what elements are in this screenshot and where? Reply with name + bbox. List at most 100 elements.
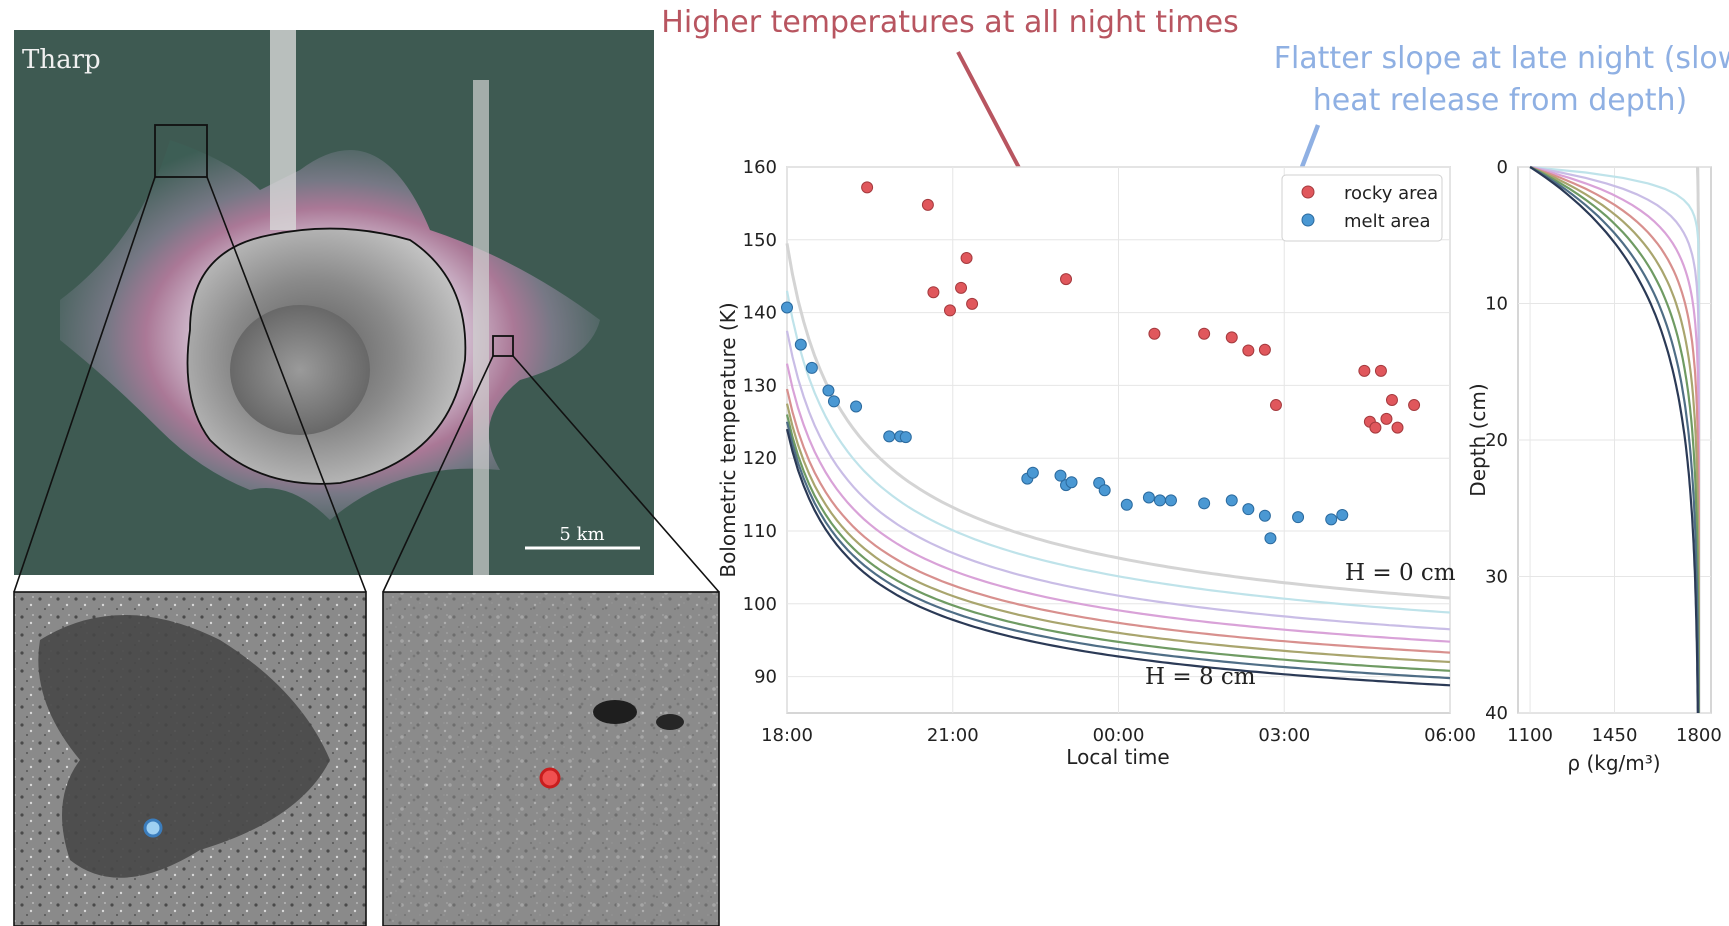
y-tick-label: 150 — [743, 230, 777, 251]
melt-pond — [38, 615, 330, 878]
melt-point — [1242, 503, 1255, 516]
crater-floor — [230, 305, 370, 435]
density-x-tick-label: 1450 — [1592, 725, 1638, 746]
rocky-point — [1060, 273, 1073, 286]
melt-point — [1292, 511, 1305, 524]
density-y-tick-label: 40 — [1485, 703, 1508, 724]
legend-marker-melt — [1301, 213, 1315, 227]
density-x-axis-label: ρ (kg/m³) — [1567, 751, 1660, 775]
inset-rocky — [382, 591, 720, 926]
density-y-tick-label: 10 — [1485, 294, 1508, 315]
rocky-point — [921, 198, 934, 211]
x-tick-label: 18:00 — [761, 725, 813, 746]
x-tick-label: 03:00 — [1258, 725, 1310, 746]
density-x-tick-labels: 1100 1450 1800 — [1507, 725, 1722, 746]
melt-point — [1098, 484, 1111, 497]
density-x-tick-label: 1800 — [1676, 725, 1722, 746]
model-curve-h3 — [785, 363, 1451, 643]
temperature-chart: 18:00 21:00 00:00 03:00 06:00 90 100 110 120 130… — [716, 157, 1476, 769]
y-tick-label: 120 — [743, 448, 777, 469]
legend-marker-rocky — [1301, 185, 1315, 199]
y-tick-label: 140 — [743, 303, 777, 324]
melt-point — [883, 430, 896, 443]
density-y-tick-label: 30 — [1485, 567, 1508, 588]
legend-label-rocky: rocky area — [1344, 183, 1438, 204]
map-title: Tharp — [22, 45, 101, 75]
melt-point — [1120, 498, 1133, 511]
inset-box-rocky — [492, 335, 514, 357]
annotation-blue-line1: Flatter slope at late night (slow — [1274, 41, 1729, 76]
boulder-shadow — [593, 700, 637, 724]
model-curve-h7 — [785, 421, 1451, 680]
melt-point — [1264, 532, 1277, 545]
melt-point — [822, 384, 835, 397]
boulder-shadow — [656, 714, 684, 730]
rocky-point — [1369, 421, 1382, 434]
melt-point — [1336, 508, 1349, 521]
melt-point — [1325, 513, 1338, 526]
melt-point — [1153, 494, 1166, 507]
model-curve-h4 — [785, 388, 1451, 654]
rocky-point — [1391, 421, 1404, 434]
melt-point — [794, 338, 807, 351]
rocky-point — [1225, 331, 1238, 344]
annotation-red: Higher temperatures at all night times — [661, 5, 1238, 40]
rocky-marker — [539, 767, 561, 789]
melt-point — [1142, 491, 1155, 504]
density-y-tick-label: 20 — [1485, 430, 1508, 451]
data-points — [781, 181, 1421, 545]
rocky-point — [1385, 393, 1398, 406]
curve-label-top: H = 0 cm — [1345, 560, 1456, 586]
density-chart: 1100 1450 1800 0 10 20 30 40 ρ (kg/m³) Depth (… — [1466, 157, 1722, 775]
x-tick-label: 06:00 — [1424, 725, 1476, 746]
rocky-point — [1380, 412, 1393, 425]
y-axis-label: Bolometric temperature (K) — [716, 302, 740, 577]
inset-melt — [13, 591, 367, 926]
rocky-point — [1148, 327, 1161, 340]
y-tick-labels: 90 100 110 120 130 140 150 160 — [743, 157, 777, 688]
melt-point — [827, 395, 840, 408]
inset-box-melt — [154, 124, 208, 178]
melt-point — [1026, 466, 1039, 479]
rocky-point — [943, 304, 956, 317]
rocky-point — [966, 297, 979, 310]
x-axis-label: Local time — [1066, 745, 1169, 769]
inset-connectors — [13, 176, 720, 593]
model-curve-h2 — [785, 330, 1451, 631]
data-strip — [473, 80, 489, 575]
density-x-tick-label: 1100 — [1507, 725, 1553, 746]
density-profiles — [1529, 165, 1701, 714]
legend: rocky area melt area — [1281, 174, 1443, 242]
rocky-point — [1258, 343, 1271, 356]
y-tick-label: 100 — [743, 594, 777, 615]
melt-point — [850, 400, 863, 413]
rocky-point — [927, 286, 940, 299]
map-panel: Tharp 5 km — [14, 30, 654, 575]
rocky-point — [1242, 344, 1255, 357]
x-tick-label: 21:00 — [927, 725, 979, 746]
rocky-point — [1269, 399, 1282, 412]
density-profile-h7 — [1529, 166, 1700, 714]
melt-point — [1258, 509, 1271, 522]
x-tick-labels: 18:00 21:00 00:00 03:00 06:00 — [761, 725, 1476, 746]
melt-point — [1225, 494, 1238, 507]
curve-label-bottom: H = 8 cm — [1145, 664, 1256, 690]
melt-point — [805, 361, 818, 374]
data-strip — [270, 30, 296, 230]
melt-point — [781, 301, 793, 314]
melt-marker — [143, 818, 163, 838]
y-tick-label: 160 — [743, 157, 777, 178]
scalebar-label: 5 km — [559, 524, 604, 545]
rocky-point — [955, 281, 968, 294]
rocky-point — [1358, 364, 1371, 377]
y-tick-label: 110 — [743, 521, 777, 542]
rocky-point — [1198, 327, 1211, 340]
annotation-blue-line2: heat release from depth) — [1313, 83, 1687, 118]
density-y-tick-label: 0 — [1497, 157, 1508, 178]
legend-label-melt: melt area — [1344, 211, 1431, 232]
y-tick-label: 130 — [743, 375, 777, 396]
model-curve-h1 — [785, 290, 1451, 614]
rocky-point — [861, 181, 874, 194]
density-y-tick-labels: 0 10 20 30 40 — [1485, 157, 1508, 724]
